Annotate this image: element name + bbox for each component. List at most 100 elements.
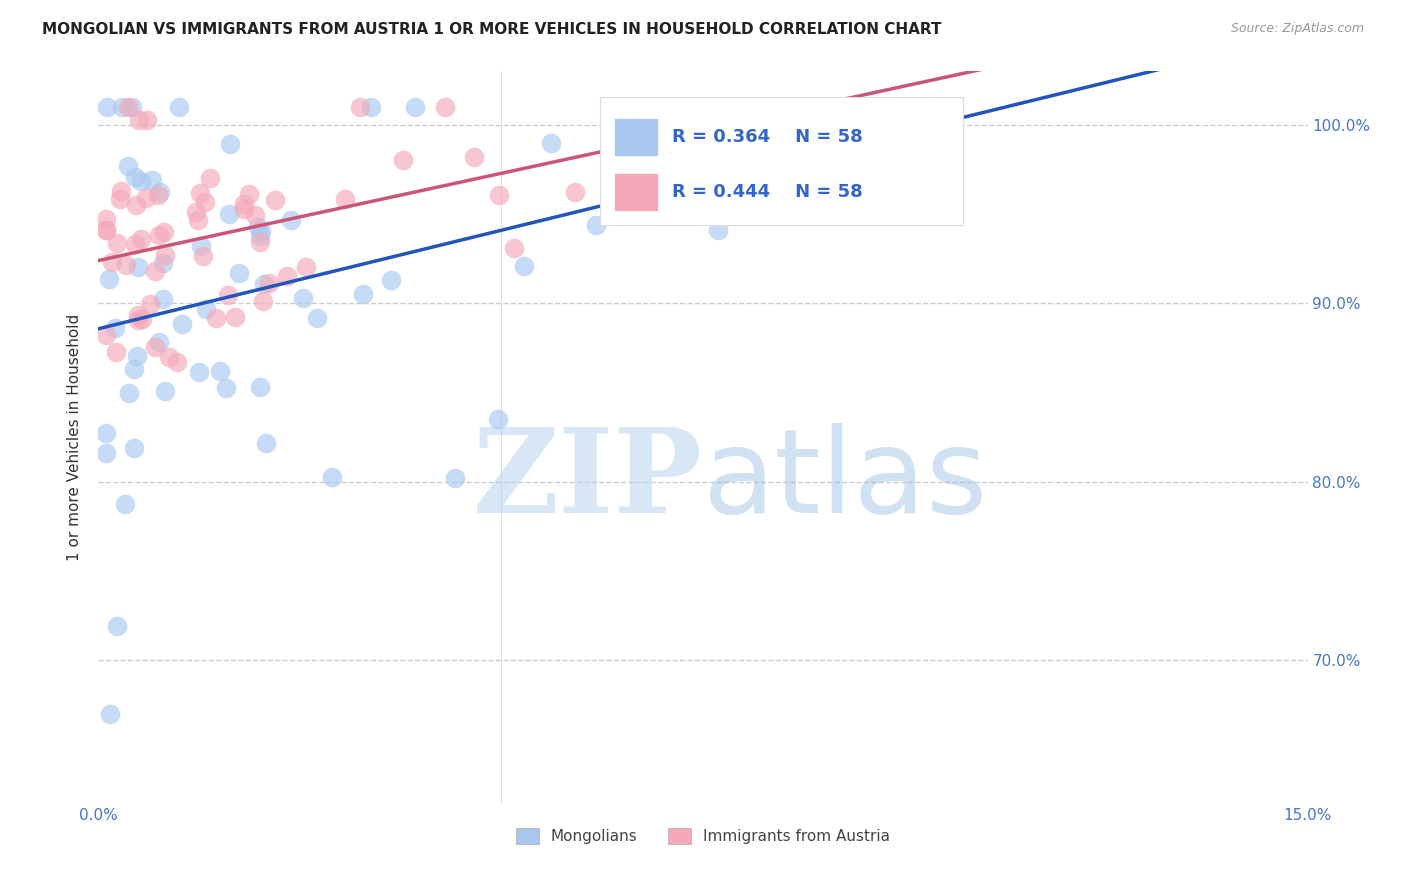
Point bbox=[127, 313, 149, 327]
Point bbox=[117, 386, 139, 401]
Point bbox=[143, 264, 166, 278]
Point bbox=[153, 248, 176, 262]
Point bbox=[224, 310, 246, 324]
Point bbox=[463, 150, 485, 164]
Point bbox=[218, 207, 240, 221]
Point bbox=[127, 350, 149, 364]
Point bbox=[291, 291, 314, 305]
Point bbox=[184, 204, 207, 219]
Point bbox=[149, 186, 172, 200]
Point bbox=[217, 287, 239, 301]
Point bbox=[136, 112, 159, 127]
Point bbox=[129, 174, 152, 188]
Point bbox=[157, 350, 180, 364]
Point bbox=[148, 187, 170, 202]
Point bbox=[276, 269, 298, 284]
Point bbox=[195, 301, 218, 316]
FancyBboxPatch shape bbox=[614, 174, 657, 211]
Point bbox=[104, 344, 127, 359]
Point bbox=[360, 100, 382, 114]
Point bbox=[709, 100, 731, 114]
Point bbox=[96, 100, 118, 114]
Point bbox=[114, 497, 136, 511]
Point bbox=[190, 239, 212, 253]
Point bbox=[141, 172, 163, 186]
Text: atlas: atlas bbox=[703, 424, 988, 539]
Point bbox=[685, 112, 707, 127]
Point bbox=[110, 184, 132, 198]
Point bbox=[104, 321, 127, 335]
Point bbox=[352, 287, 374, 301]
Point bbox=[205, 311, 228, 326]
Point bbox=[117, 159, 139, 173]
Point bbox=[621, 192, 644, 206]
Point bbox=[295, 260, 318, 274]
Point bbox=[135, 191, 157, 205]
Point bbox=[238, 186, 260, 201]
Point bbox=[263, 193, 285, 207]
Point bbox=[121, 100, 143, 114]
Text: Source: ZipAtlas.com: Source: ZipAtlas.com bbox=[1230, 22, 1364, 36]
Point bbox=[280, 213, 302, 227]
Point bbox=[233, 202, 256, 216]
FancyBboxPatch shape bbox=[614, 119, 657, 155]
Point bbox=[703, 100, 725, 114]
Point bbox=[253, 277, 276, 291]
Point bbox=[148, 228, 170, 243]
Point bbox=[380, 273, 402, 287]
Point bbox=[249, 380, 271, 394]
Point bbox=[444, 471, 467, 485]
Point bbox=[153, 225, 176, 239]
Point bbox=[349, 100, 371, 114]
Point bbox=[513, 259, 536, 273]
Point bbox=[540, 136, 562, 150]
Point bbox=[139, 297, 162, 311]
Point bbox=[249, 228, 271, 243]
Point bbox=[170, 317, 193, 331]
Point bbox=[191, 249, 214, 263]
Point bbox=[128, 112, 150, 127]
Point bbox=[127, 260, 149, 274]
Point bbox=[166, 355, 188, 369]
Point bbox=[105, 618, 128, 632]
Point bbox=[488, 188, 510, 202]
Text: ZIP: ZIP bbox=[472, 424, 703, 539]
Point bbox=[246, 219, 269, 234]
Point bbox=[96, 223, 118, 237]
Point bbox=[486, 411, 509, 425]
Point bbox=[124, 236, 146, 251]
Text: R = 0.364    N = 58: R = 0.364 N = 58 bbox=[672, 128, 862, 146]
Point bbox=[605, 101, 627, 115]
Point bbox=[198, 171, 221, 186]
Point bbox=[169, 100, 191, 114]
Point bbox=[252, 294, 274, 309]
Point bbox=[502, 241, 524, 255]
Point bbox=[434, 100, 457, 114]
Point bbox=[143, 340, 166, 354]
Point bbox=[188, 186, 211, 200]
Point bbox=[152, 256, 174, 270]
Point bbox=[257, 277, 280, 291]
Legend: Mongolians, Immigrants from Austria: Mongolians, Immigrants from Austria bbox=[509, 822, 897, 850]
Point bbox=[124, 170, 146, 185]
Point bbox=[232, 197, 254, 211]
Point bbox=[187, 212, 209, 227]
Point bbox=[96, 222, 118, 236]
Point bbox=[101, 255, 124, 269]
Point bbox=[321, 469, 343, 483]
Point bbox=[105, 235, 128, 250]
Point bbox=[564, 186, 586, 200]
Point bbox=[392, 153, 415, 167]
Point bbox=[122, 441, 145, 455]
Point bbox=[614, 100, 637, 114]
Point bbox=[131, 311, 153, 326]
Point bbox=[96, 212, 118, 227]
Point bbox=[254, 436, 277, 450]
Point bbox=[115, 258, 138, 272]
Point bbox=[208, 364, 231, 378]
Point bbox=[243, 208, 266, 222]
Point bbox=[215, 381, 238, 395]
Point bbox=[249, 235, 271, 250]
Point bbox=[153, 384, 176, 399]
Point bbox=[333, 192, 356, 206]
